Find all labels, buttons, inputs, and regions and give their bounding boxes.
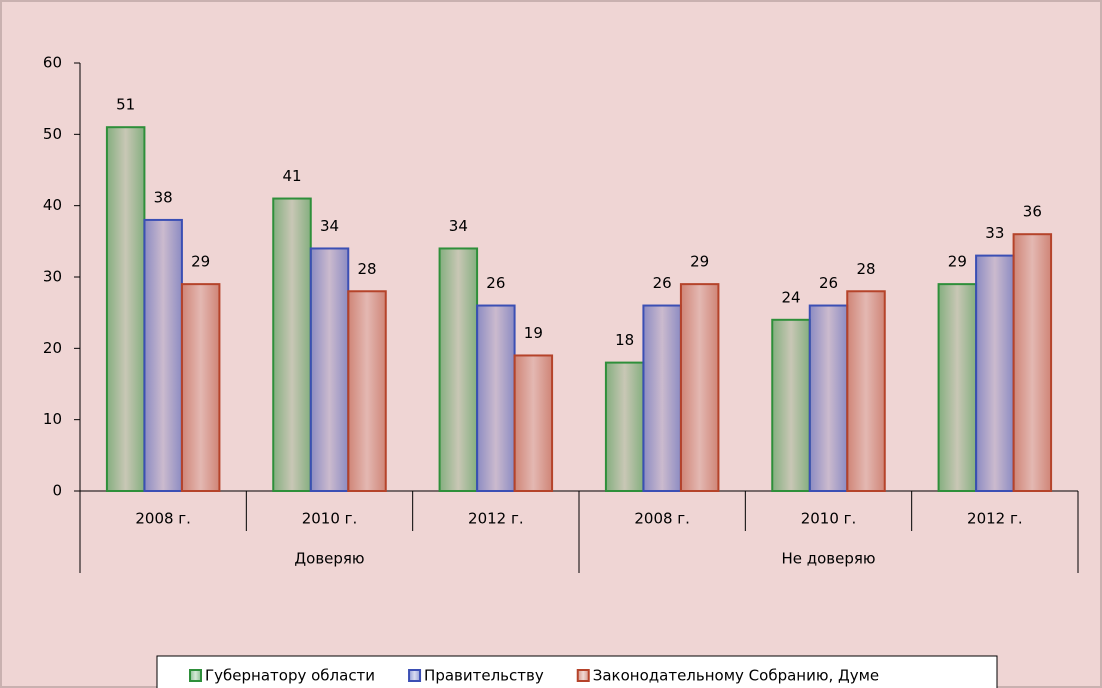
x-tick-label: 2010 г. — [801, 510, 857, 528]
legend-label: Законодательному Собранию, Думе — [593, 667, 879, 685]
value-label: 26 — [653, 274, 672, 292]
x-tick-label: 2012 г. — [967, 510, 1023, 528]
value-label: 38 — [154, 188, 173, 206]
bar — [642, 304, 682, 492]
bar — [937, 283, 978, 492]
legend: Губернатору области Правительству Законода… — [156, 655, 998, 688]
bar — [846, 290, 886, 492]
legend-label: Правительству — [424, 667, 544, 685]
group-label: Не доверяю — [781, 550, 875, 568]
value-label: 51 — [116, 96, 135, 114]
group-label: Доверяю — [294, 550, 364, 568]
bar — [143, 218, 183, 493]
x-tick-label: 2008 г. — [634, 510, 690, 528]
value-label: 26 — [819, 274, 838, 292]
value-label: 41 — [282, 167, 301, 185]
value-label: 26 — [486, 274, 505, 292]
bar — [105, 126, 146, 492]
value-label: 24 — [781, 288, 800, 306]
value-label: 28 — [856, 260, 875, 278]
bar — [309, 247, 350, 492]
y-tick-label: 10 — [43, 410, 62, 428]
y-tick-label: 50 — [43, 125, 62, 143]
bar — [513, 354, 554, 493]
bar — [679, 283, 720, 492]
bar — [438, 247, 479, 492]
bar — [180, 283, 221, 492]
y-tick-label: 60 — [43, 54, 62, 72]
y-tick-label: 40 — [43, 196, 62, 214]
legend-label: Губернатору области — [205, 667, 375, 685]
y-tick-label: 30 — [43, 268, 62, 286]
bar — [604, 361, 645, 492]
value-label: 34 — [449, 217, 468, 235]
bar — [476, 304, 516, 492]
legend-swatch — [408, 669, 422, 682]
value-label: 29 — [191, 253, 210, 271]
legend-swatch — [189, 669, 202, 682]
value-label: 18 — [615, 331, 634, 349]
bar — [1012, 233, 1053, 492]
value-label: 28 — [357, 260, 376, 278]
value-label: 33 — [985, 224, 1004, 242]
x-tick-label: 2008 г. — [135, 510, 191, 528]
value-label: 29 — [948, 253, 967, 271]
bar — [771, 318, 811, 492]
value-label: 29 — [690, 253, 709, 271]
value-label: 34 — [320, 217, 339, 235]
x-tick-label: 2012 г. — [468, 510, 524, 528]
x-tick-label: 2010 г. — [302, 510, 358, 528]
y-tick-label: 0 — [52, 482, 62, 500]
bar — [808, 304, 849, 492]
bar — [975, 254, 1015, 492]
legend-swatch — [576, 669, 590, 682]
y-tick-label: 20 — [43, 339, 62, 357]
value-label: 19 — [524, 324, 543, 342]
bar — [347, 290, 387, 492]
value-label: 36 — [1023, 203, 1042, 221]
bar — [272, 197, 312, 493]
